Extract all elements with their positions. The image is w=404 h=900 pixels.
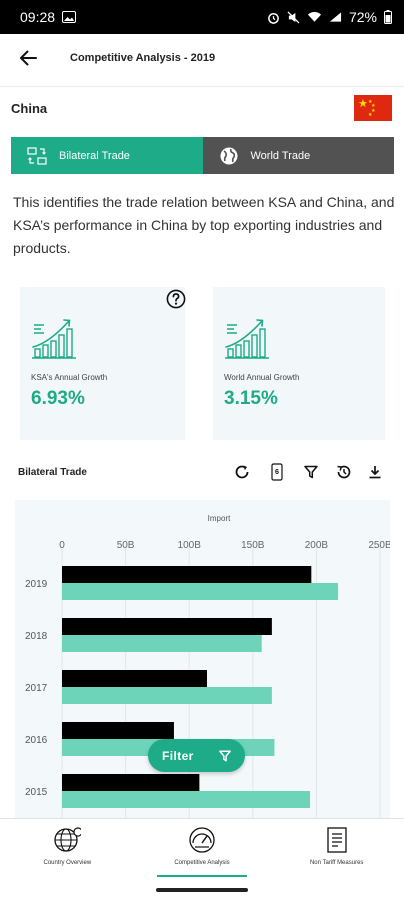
ksa-growth-value: 6.93% (31, 388, 85, 409)
category-label: 2018 (25, 631, 48, 642)
bilateral-trade-chart: Import 0 50B 100B 150B 200B 250B 2019 2018 2017 20… (15, 500, 390, 818)
bottom-navigation: Country Overview Competitive Analysis No… (0, 818, 404, 880)
growth-chart-icon (225, 319, 269, 359)
document-list-icon (327, 827, 347, 853)
funnel-icon (304, 465, 318, 479)
category-label: 2017 (25, 683, 48, 694)
x-tick-label: 0 (59, 540, 65, 551)
gallery-icon (62, 11, 77, 23)
globe-pin-icon (54, 827, 82, 852)
bar (62, 635, 262, 652)
battery-percent: 72% (348, 9, 377, 25)
tab-bilateral-trade[interactable]: Bilateral Trade (11, 137, 203, 174)
copy-button[interactable]: 6 (266, 461, 288, 483)
growth-chart-icon (32, 319, 76, 359)
country-row: China ★ ★ ★ ★ ★ (0, 92, 404, 124)
wifi-icon (307, 11, 322, 22)
refresh-icon (235, 465, 249, 479)
bar (62, 670, 208, 687)
bilateral-exchange-icon (27, 146, 47, 165)
globe-icon (220, 147, 237, 164)
bar (62, 791, 311, 808)
category-label: 2016 (25, 735, 48, 746)
category-label: 2019 (25, 579, 48, 590)
bar (62, 566, 312, 583)
status-bar: 09:28 72% (0, 0, 404, 34)
signal-icon (329, 12, 342, 22)
china-flag-icon: ★ ★ ★ ★ ★ (354, 95, 392, 121)
arrow-left-icon (20, 50, 37, 66)
bar (62, 722, 174, 739)
download-button[interactable] (364, 461, 386, 483)
filter-button-label: Filter (162, 748, 194, 763)
chart-section-title: Bilateral Trade (18, 466, 87, 478)
header-divider (0, 86, 404, 87)
mute-icon (287, 10, 300, 24)
category-label: 2015 (25, 787, 48, 798)
home-indicator[interactable] (156, 888, 248, 892)
country-name: China (11, 100, 48, 116)
page-title: Competitive Analysis - 2019 (70, 52, 216, 64)
nav-competitive-analysis[interactable]: Competitive Analysis (135, 819, 270, 880)
refresh-button[interactable] (231, 461, 253, 483)
download-icon (369, 466, 381, 479)
nav-non-tariff-measures[interactable]: Non Tariff Measures (269, 819, 404, 880)
bar (62, 618, 272, 635)
chart-title: Import (208, 514, 231, 523)
chart-canvas: Import 0 50B 100B 150B 200B 250B 2019 2018 2017 20… (25, 514, 390, 818)
tab-bilateral-trade-label: Bilateral Trade (59, 149, 130, 162)
copy-badge: 6 (275, 468, 279, 476)
trade-tabs: Bilateral Trade World Trade (11, 137, 394, 174)
battery-icon (384, 10, 392, 24)
x-tick-label: 100B (178, 540, 202, 551)
status-time: 09:28 (20, 9, 56, 25)
bar (62, 583, 339, 600)
chart-toolbar: Bilateral Trade 6 (0, 458, 404, 486)
world-growth-value: 3.15% (224, 388, 278, 409)
x-tick-label: 250B (368, 540, 390, 551)
analysis-gauge-icon (189, 827, 215, 853)
x-tick-label: 200B (305, 540, 329, 551)
world-growth-card: World Annual Growth 3.15% (213, 287, 385, 440)
history-icon (337, 465, 351, 479)
world-growth-label: World Annual Growth (224, 373, 300, 382)
nav-country-overview-label: Country Overview (43, 860, 92, 866)
nav-non-tariff-measures-label: Non Tariff Measures (309, 860, 364, 866)
ksa-growth-label: KSA's Annual Growth (31, 373, 108, 382)
description-text: This identifies the trade relation betwe… (13, 194, 395, 256)
active-nav-indicator (156, 875, 248, 877)
x-tick-label: 50B (117, 540, 135, 551)
app-bar: Competitive Analysis - 2019 (0, 34, 404, 82)
alarm-icon (268, 12, 279, 24)
funnel-icon (219, 750, 231, 761)
history-button[interactable] (333, 461, 355, 483)
back-button[interactable] (4, 34, 52, 82)
filter-tool-button[interactable] (300, 461, 322, 483)
document-icon (271, 463, 283, 481)
filter-button[interactable]: Filter (148, 739, 245, 772)
gesture-bar (0, 880, 404, 900)
nav-country-overview[interactable]: Country Overview (0, 819, 135, 880)
tab-world-trade-label: World Trade (250, 149, 311, 162)
help-icon[interactable] (166, 289, 186, 309)
bar (62, 774, 200, 791)
tab-world-trade[interactable]: World Trade (202, 137, 394, 174)
x-tick-label: 150B (241, 540, 265, 551)
bar (62, 687, 272, 704)
ksa-growth-card: KSA's Annual Growth 6.93% (20, 287, 186, 440)
nav-competitive-analysis-label: Competitive Analysis (174, 860, 230, 866)
